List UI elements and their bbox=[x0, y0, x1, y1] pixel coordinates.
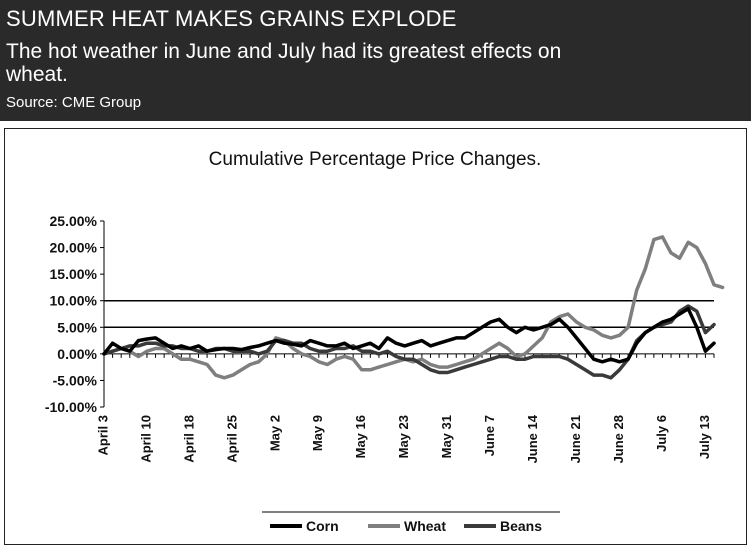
series-line-beans bbox=[102, 304, 716, 380]
x-tick-label: June 7 bbox=[482, 415, 497, 456]
x-tick-label: May 2 bbox=[267, 415, 282, 451]
legend-label-corn: Corn bbox=[306, 518, 339, 534]
header-title: SUMMER HEAT MAKES GRAINS EXPLODE bbox=[6, 6, 457, 31]
x-tick-label: July 13 bbox=[697, 415, 712, 459]
y-tick-label: -5.00% bbox=[53, 372, 98, 388]
y-tick-label: 5.00% bbox=[57, 319, 97, 335]
legend-label-beans: Beans bbox=[500, 518, 542, 534]
y-tick-label: 0.00% bbox=[57, 346, 97, 362]
y-tick-label: 25.00% bbox=[50, 213, 98, 229]
series-line-wheat bbox=[102, 235, 725, 380]
chart-title: Cumulative Percentage Price Changes. bbox=[209, 149, 542, 170]
x-tick-label: May 31 bbox=[439, 415, 454, 458]
x-tick-label: April 3 bbox=[95, 415, 110, 455]
x-tick-label: April 10 bbox=[138, 415, 153, 463]
header-subtitle: The hot weather in June and July had its… bbox=[6, 40, 562, 86]
x-tick-label: April 18 bbox=[181, 415, 196, 463]
x-tick-label: May 23 bbox=[396, 415, 411, 458]
y-tick-label: 20.00% bbox=[50, 240, 98, 256]
x-tick-label: June 21 bbox=[568, 415, 583, 463]
x-tick-label: June 28 bbox=[611, 415, 626, 463]
y-tick-label: -10.00% bbox=[45, 399, 98, 415]
x-tick-label: July 6 bbox=[654, 415, 669, 452]
header-banner: SUMMER HEAT MAKES GRAINS EXPLODE The hot… bbox=[0, 0, 751, 121]
x-tick-label: April 25 bbox=[224, 415, 239, 463]
legend-label-wheat: Wheat bbox=[404, 518, 446, 534]
y-tick-label: 10.00% bbox=[50, 293, 98, 309]
x-tick-label: May 16 bbox=[353, 415, 368, 458]
header-source: Source: CME Group bbox=[6, 94, 142, 111]
series-line-corn bbox=[102, 306, 716, 364]
chart-panel bbox=[4, 128, 747, 545]
y-tick-label: 15.00% bbox=[50, 266, 98, 282]
x-tick-label: June 14 bbox=[525, 414, 540, 463]
x-tick-label: May 9 bbox=[310, 415, 325, 451]
